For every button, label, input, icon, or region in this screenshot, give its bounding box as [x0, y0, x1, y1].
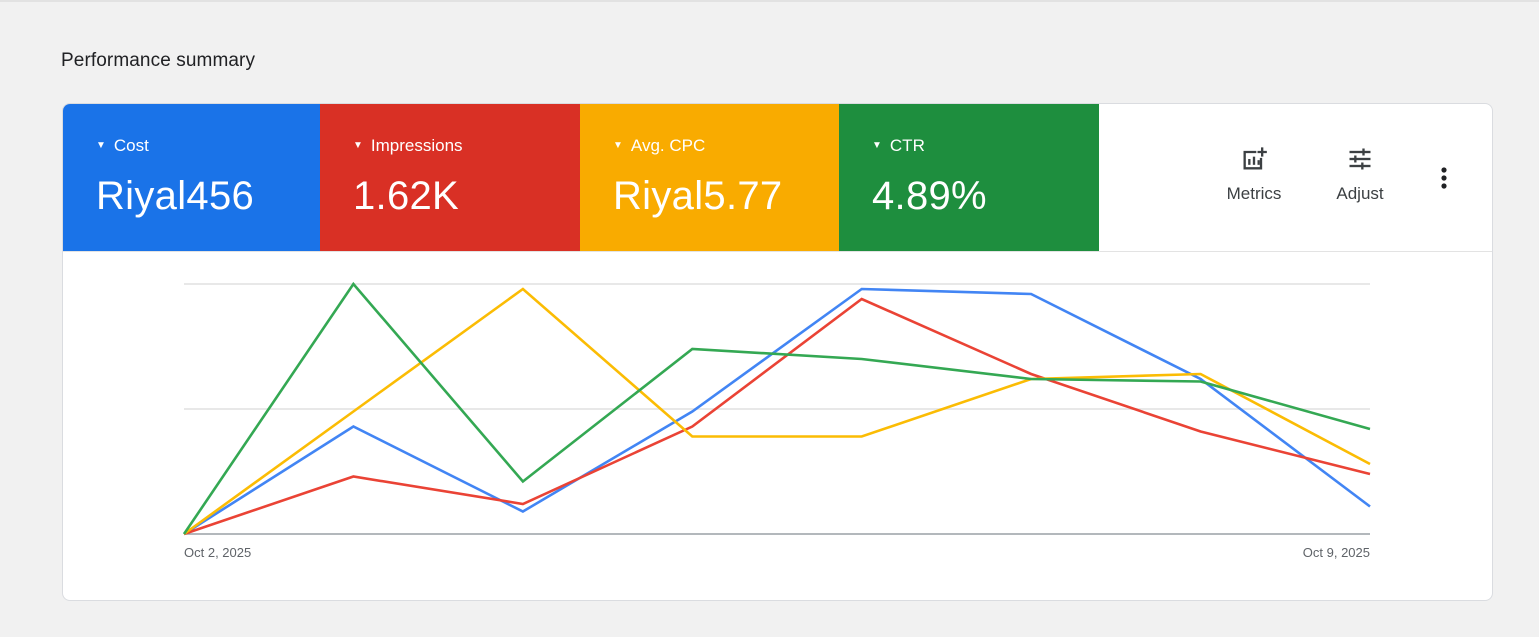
scorecard-avg-cpc-label: Avg. CPC — [630, 136, 706, 155]
caret-down-icon[interactable]: ▼ — [353, 140, 363, 151]
series-line-avg-cpc — [183, 287, 1371, 536]
adjust-button[interactable]: Adjust — [1315, 144, 1405, 214]
metrics-button[interactable]: Metrics — [1209, 144, 1299, 214]
scorecard-row: ▼ Cost Riyal456 ▼ Impressions 1.62K ▼ Av… — [63, 104, 1099, 251]
scorecard-avg-cpc[interactable]: ▼ Avg. CPC Riyal5.77 — [580, 104, 839, 251]
scorecard-impressions-label: Impressions — [370, 136, 463, 155]
more-vert-icon — [1441, 167, 1447, 189]
metrics-label: Metrics — [1226, 184, 1282, 203]
scorecard-label-avg-cpc: ▼ Avg. CPC — [613, 136, 705, 156]
card-divider — [63, 251, 1492, 252]
scorecard-avg-cpc-value: Riyal5.77 — [613, 174, 783, 218]
scorecard-impressions[interactable]: ▼ Impressions 1.62K — [320, 104, 580, 251]
scorecard-label-impressions: ▼ Impressions — [353, 136, 463, 156]
scorecard-ctr-label: CTR — [889, 136, 925, 155]
scorecard-cost[interactable]: ▼ Cost Riyal456 — [63, 104, 320, 251]
tune-icon — [1346, 144, 1374, 174]
caret-down-icon[interactable]: ▼ — [96, 140, 106, 151]
series-line-ctr — [182, 281, 1371, 535]
scorecard-cost-value: Riyal456 — [96, 174, 255, 218]
series-line-impressions — [183, 297, 1371, 536]
series-line-cost — [183, 287, 1371, 536]
adjust-label: Adjust — [1336, 184, 1384, 203]
add-chart-icon — [1240, 144, 1268, 174]
caret-down-icon[interactable]: ▼ — [872, 140, 882, 151]
page-title: Performance summary — [61, 50, 256, 71]
x-tick-label-end: Oct 9, 2025 — [1303, 545, 1370, 560]
scorecard-impressions-value: 1.62K — [353, 174, 460, 218]
scorecard-ctr-value: 4.89% — [872, 174, 987, 218]
caret-down-icon[interactable]: ▼ — [613, 140, 623, 151]
scorecard-cost-label: Cost — [113, 136, 149, 155]
top-divider — [0, 0, 1539, 2]
x-tick-label-start: Oct 2, 2025 — [184, 545, 251, 560]
performance-card: ▼ Cost Riyal456 ▼ Impressions 1.62K ▼ Av… — [62, 103, 1493, 601]
scorecard-label-cost: ▼ Cost — [96, 136, 149, 156]
scorecard-ctr[interactable]: ▼ CTR 4.89% — [839, 104, 1099, 251]
line-chart-svg: Oct 2, 2025 Oct 9, 2025 — [182, 281, 1371, 560]
performance-chart: Oct 2, 2025 Oct 9, 2025 — [63, 252, 1492, 600]
scorecard-label-ctr: ▼ CTR — [872, 136, 925, 156]
more-options-button[interactable] — [1428, 162, 1460, 194]
